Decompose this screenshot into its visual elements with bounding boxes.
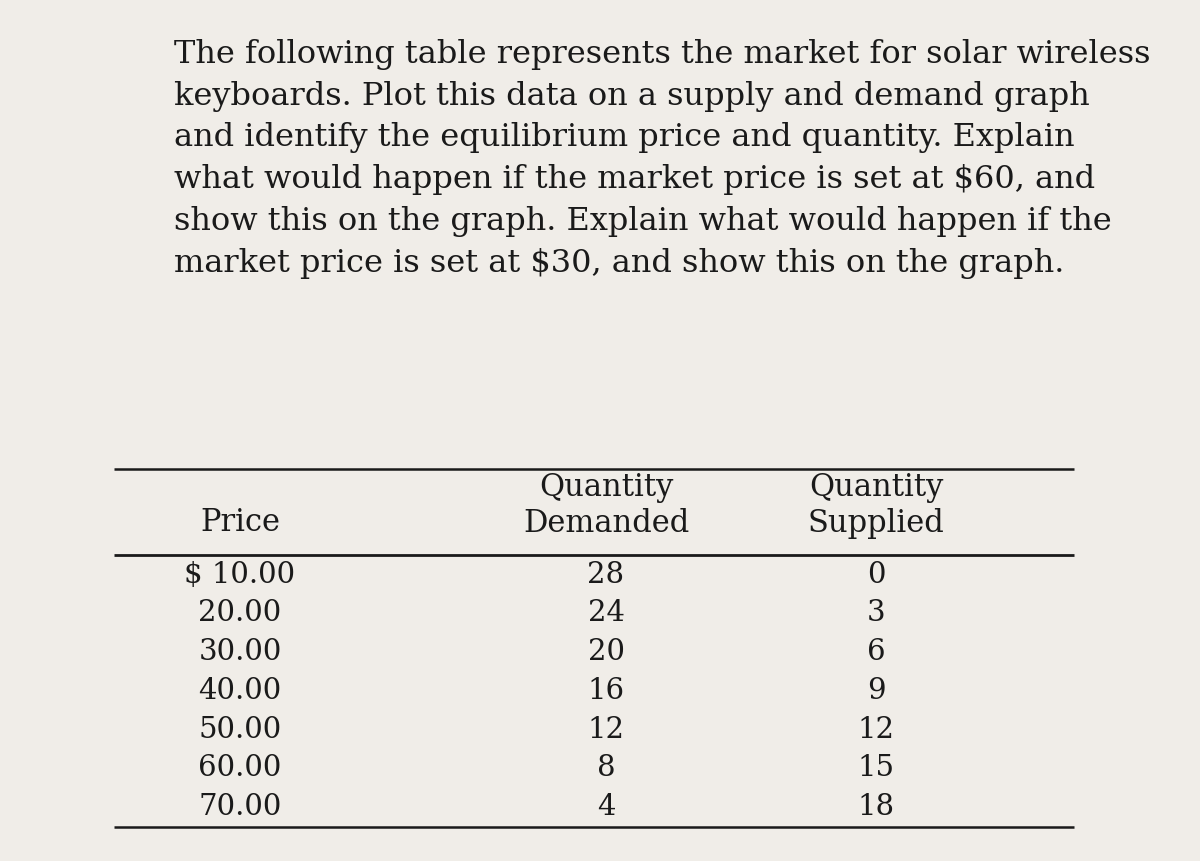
Text: 40.00: 40.00 bbox=[198, 677, 282, 705]
Text: 8: 8 bbox=[596, 754, 616, 783]
Text: 9: 9 bbox=[866, 677, 886, 705]
Text: $ 10.00: $ 10.00 bbox=[185, 561, 295, 589]
Text: 30.00: 30.00 bbox=[198, 638, 282, 666]
Text: 0: 0 bbox=[866, 561, 886, 589]
Text: Price: Price bbox=[200, 507, 280, 538]
Text: 50.00: 50.00 bbox=[198, 715, 282, 744]
Text: 15: 15 bbox=[858, 754, 894, 783]
Text: 3: 3 bbox=[866, 599, 886, 628]
Text: 12: 12 bbox=[858, 715, 894, 744]
Text: 28: 28 bbox=[588, 561, 624, 589]
Text: 20: 20 bbox=[588, 638, 624, 666]
Text: 20.00: 20.00 bbox=[198, 599, 282, 628]
Text: 4: 4 bbox=[596, 793, 616, 821]
Text: 12: 12 bbox=[588, 715, 624, 744]
Text: 18: 18 bbox=[858, 793, 894, 821]
Text: The following table represents the market for solar wireless
keyboards. Plot thi: The following table represents the marke… bbox=[174, 39, 1151, 279]
Text: 70.00: 70.00 bbox=[198, 793, 282, 821]
Text: 24: 24 bbox=[588, 599, 624, 628]
Text: 60.00: 60.00 bbox=[198, 754, 282, 783]
Text: 16: 16 bbox=[588, 677, 624, 705]
Text: Quantity
Demanded: Quantity Demanded bbox=[523, 472, 689, 539]
Text: Quantity
Supplied: Quantity Supplied bbox=[808, 472, 944, 539]
Text: 6: 6 bbox=[866, 638, 886, 666]
